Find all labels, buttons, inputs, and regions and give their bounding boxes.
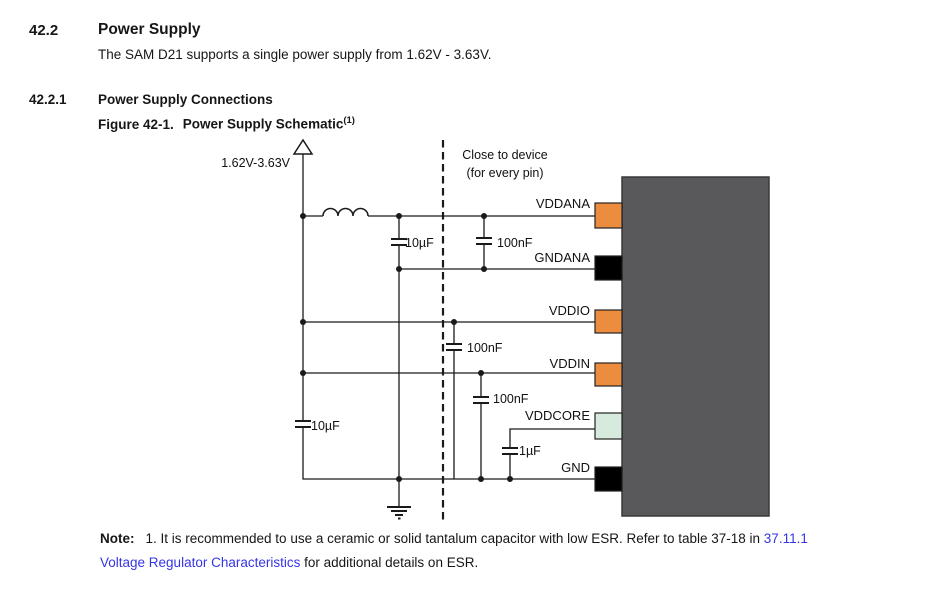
ground-symbol-icon xyxy=(387,479,411,520)
figure-note: Note: 1. It is recommended to use a ceram… xyxy=(100,527,854,575)
pin-label-gnd: GND xyxy=(561,460,590,475)
section-title: Power Supply xyxy=(98,21,201,38)
pin-vddio xyxy=(594,309,623,334)
pin-label-vddana: VDDANA xyxy=(535,196,590,211)
figure-footnote-marker: (1) xyxy=(343,115,355,126)
capacitor-plates xyxy=(295,237,518,455)
note-text-after-link: for additional details on ESR. xyxy=(300,555,479,570)
capacitor-label-bulk-analog: 10µF xyxy=(405,236,434,250)
supply-arrow-icon xyxy=(292,138,314,155)
close-to-device-line1: Close to device xyxy=(462,148,548,162)
supply-voltage-label: 1.62V-3.63V xyxy=(221,156,290,170)
section-number: 42.2 xyxy=(29,22,59,39)
junction-dots xyxy=(300,213,513,482)
pin-vddana xyxy=(594,202,623,229)
figure-caption: Figure 42-1. Power Supply Schematic(1) xyxy=(98,115,355,132)
pin-label-vddio: VDDIO xyxy=(548,303,590,318)
subsection-title: Power Supply Connections xyxy=(98,92,273,107)
note-text-before-link: 1. It is recommended to use a ceramic or… xyxy=(145,531,764,546)
figure-title: Power Supply Schematic xyxy=(182,116,344,132)
pin-label-gndana: GNDANA xyxy=(534,250,590,265)
capacitor-bulk-analog-icon xyxy=(391,238,407,246)
pin-gnd xyxy=(594,466,623,492)
capacitor-vddana-icon xyxy=(476,237,492,245)
pin-label-vddin: VDDIN xyxy=(549,356,590,371)
pin-label-vddcore: VDDCORE xyxy=(524,408,590,423)
close-to-device-note: Close to device (for every pin) xyxy=(448,147,562,182)
schematic-wires xyxy=(302,154,595,480)
chip-body xyxy=(621,176,770,517)
close-to-device-line2: (for every pin) xyxy=(466,165,544,180)
capacitor-label-bulk-main: 10µF xyxy=(311,419,340,433)
capacitor-label-vddana: 100nF xyxy=(497,236,533,250)
capacitor-label-vddio: 100nF xyxy=(467,341,503,355)
xref-voltage-regulator-link[interactable]: 37.11.1 Voltage Regulator Characteristic… xyxy=(100,531,816,570)
capacitor-vddin-icon xyxy=(473,396,489,404)
capacitor-vddio-icon xyxy=(446,343,462,351)
pin-vddcore xyxy=(594,412,623,440)
pin-vddin xyxy=(594,362,623,387)
capacitor-vddcore-icon xyxy=(502,447,518,455)
vddcore-wire xyxy=(509,428,595,479)
subsection-number: 42.2.1 xyxy=(29,92,67,107)
capacitor-label-vddin: 100nF xyxy=(493,392,529,406)
section-body: The SAM D21 supports a single power supp… xyxy=(98,47,492,62)
note-label: Note: xyxy=(100,531,135,546)
supply-rail-and-gnd-wire xyxy=(302,154,595,480)
inductor-symbol xyxy=(322,207,369,217)
pin-gndana xyxy=(594,255,623,281)
capacitor-bulk-main-icon xyxy=(295,420,311,428)
figure-label: Figure 42-1. xyxy=(98,116,174,132)
chip-pins xyxy=(594,202,623,492)
capacitor-label-vddcore: 1µF xyxy=(519,444,541,458)
